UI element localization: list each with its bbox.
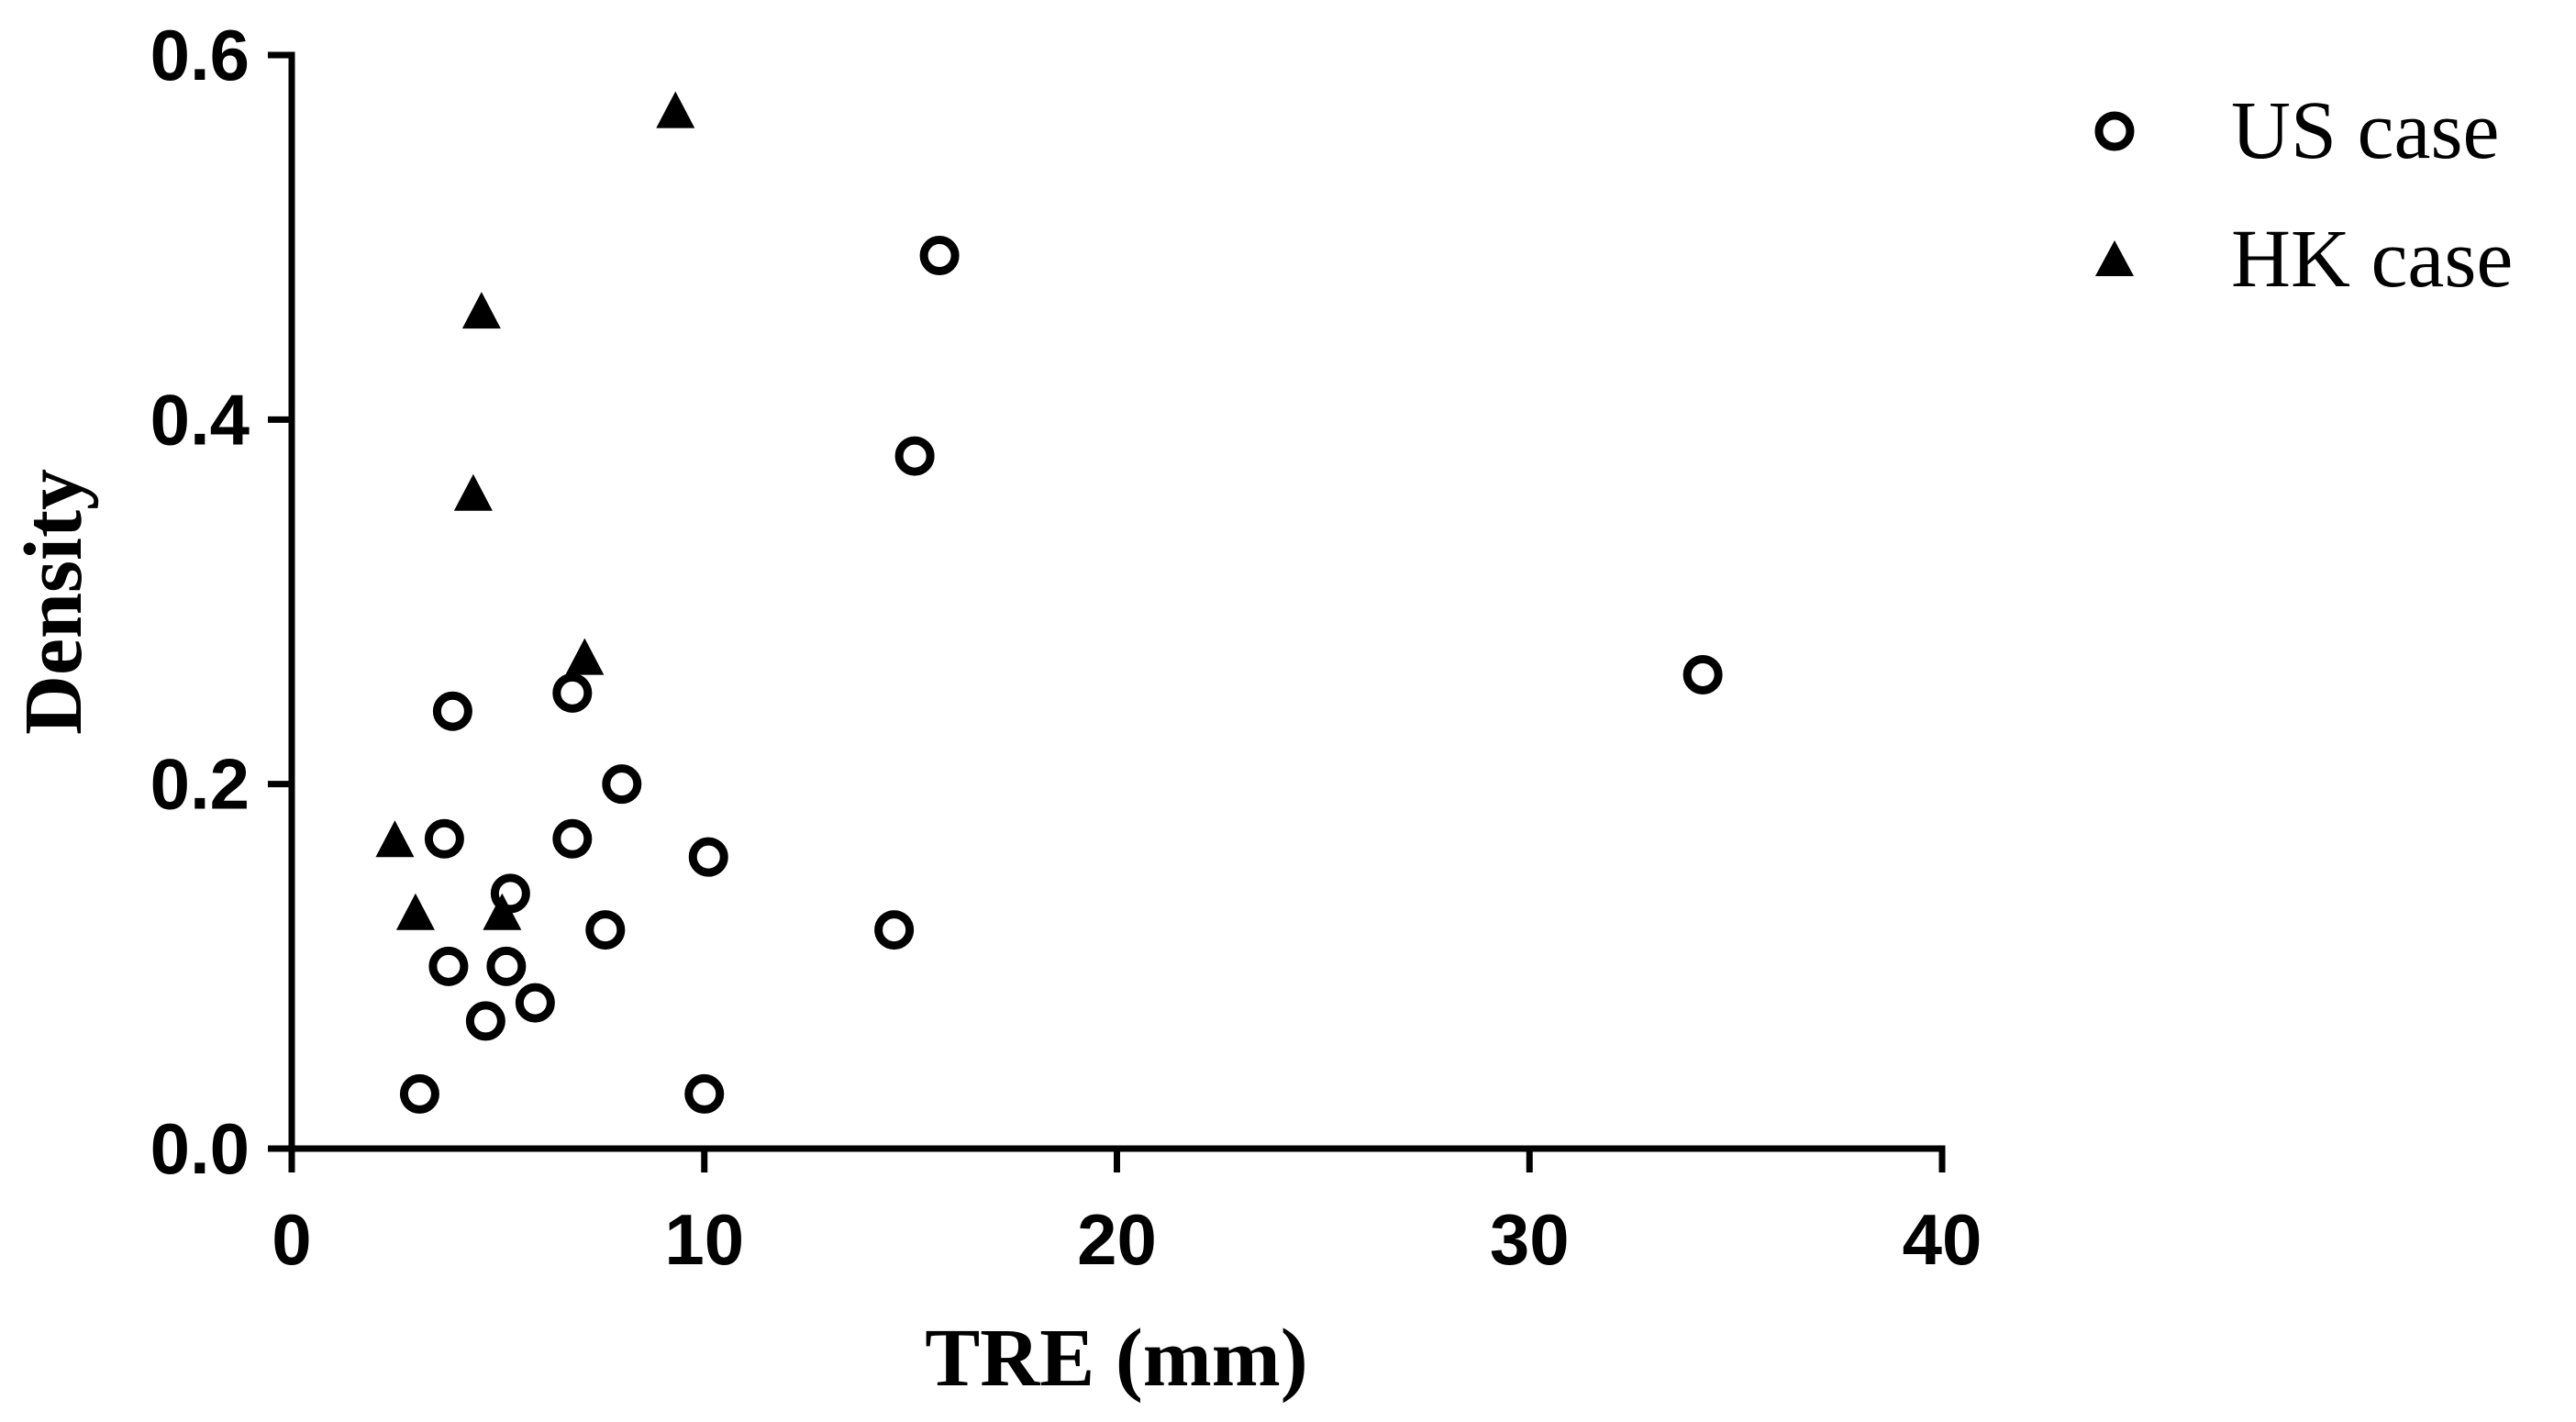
x-tick-label: 40 bbox=[1903, 1199, 1982, 1280]
data-point-hk-case bbox=[453, 473, 493, 511]
legend-item-hk-case: HK case bbox=[2095, 214, 2513, 305]
data-point-us-case bbox=[688, 837, 728, 877]
legend-item-us-case: US case bbox=[2094, 85, 2499, 176]
data-point-us-case bbox=[874, 910, 915, 950]
legend-marker-us-case bbox=[2094, 111, 2135, 151]
data-point-us-case bbox=[465, 1001, 505, 1041]
legend-label-hk-case: HK case bbox=[2231, 214, 2513, 305]
data-point-us-case bbox=[552, 818, 593, 859]
data-points bbox=[375, 91, 1723, 1114]
y-axis-ticks: 0.0 0.2 0.4 0.6 bbox=[150, 15, 292, 1189]
data-point-hk-case bbox=[656, 91, 695, 128]
data-point-us-case bbox=[399, 1073, 439, 1114]
x-axis-ticks: 0 10 20 30 40 bbox=[272, 1149, 1982, 1280]
data-point-us-case bbox=[585, 910, 626, 950]
legend-marker-hk-case bbox=[2095, 240, 2134, 276]
x-tick-label: 10 bbox=[664, 1199, 744, 1280]
plot-area: 0 10 20 30 40 0.0 0.2 0.4 0.6 bbox=[150, 15, 1982, 1280]
x-tick-label: 0 bbox=[272, 1199, 311, 1280]
data-point-us-case bbox=[552, 672, 593, 713]
data-point-us-case bbox=[1682, 654, 1723, 694]
data-point-us-case bbox=[515, 983, 555, 1023]
data-point-us-case bbox=[486, 946, 527, 986]
data-point-us-case bbox=[919, 236, 960, 276]
x-axis-title: TRE (mm) bbox=[925, 1313, 1307, 1404]
data-point-hk-case bbox=[395, 893, 435, 930]
data-point-us-case bbox=[602, 764, 642, 805]
y-axis-title: Density bbox=[8, 469, 99, 735]
data-point-us-case bbox=[684, 1073, 725, 1114]
data-point-hk-case bbox=[565, 638, 605, 675]
y-tick-label: 0.0 bbox=[150, 1108, 250, 1189]
x-tick-label: 20 bbox=[1077, 1199, 1157, 1280]
y-tick-label: 0.6 bbox=[150, 15, 250, 95]
legend-label-us-case: US case bbox=[2231, 85, 2499, 176]
legend: US case HK case bbox=[2094, 85, 2513, 305]
data-point-hk-case bbox=[375, 820, 415, 858]
data-point-us-case bbox=[432, 691, 472, 731]
data-point-hk-case bbox=[483, 893, 522, 930]
x-tick-label: 30 bbox=[1490, 1199, 1570, 1280]
data-point-us-case bbox=[894, 436, 935, 476]
y-tick-label: 0.2 bbox=[150, 744, 250, 825]
y-tick-label: 0.4 bbox=[150, 379, 250, 460]
data-point-us-case bbox=[428, 946, 469, 986]
data-point-hk-case bbox=[461, 292, 501, 329]
data-point-us-case bbox=[424, 818, 464, 859]
